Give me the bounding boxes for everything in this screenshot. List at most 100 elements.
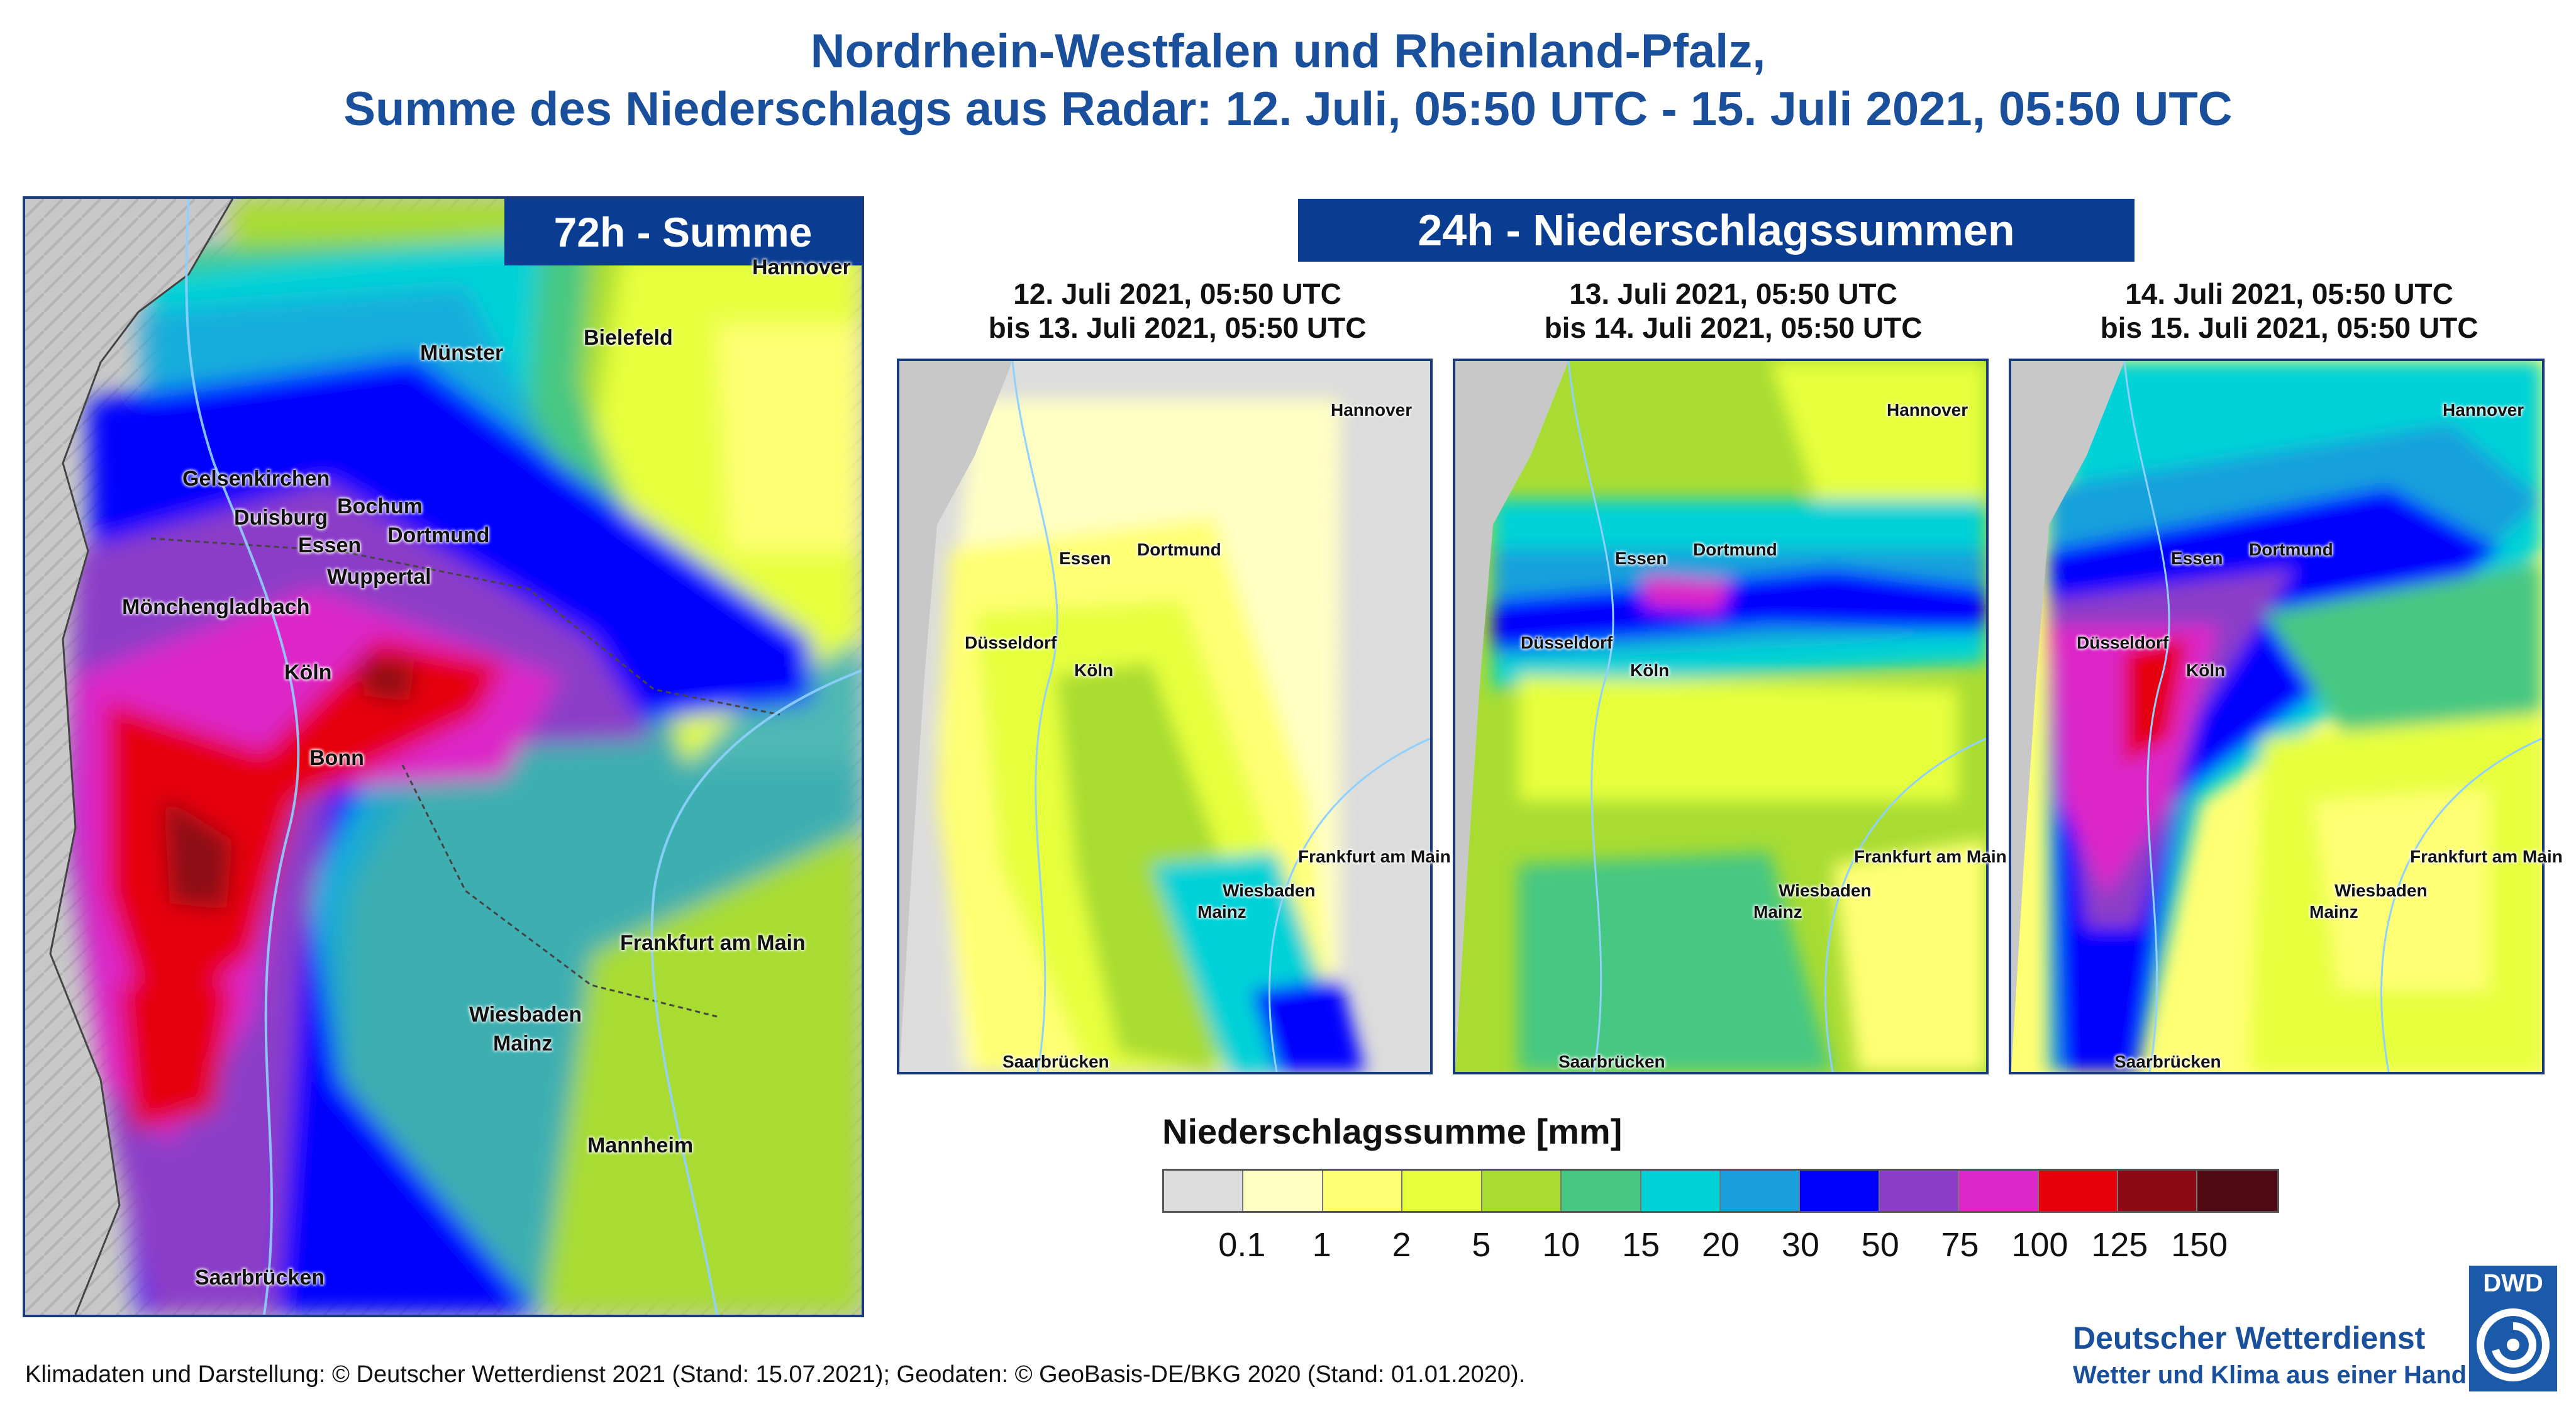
panel-3-city-saarbr-cken: Saarbrücken [2114,1052,2221,1071]
daily-map-1 [897,359,1433,1074]
daily-map-2-graphic [1455,361,1986,1072]
main-precipitation-map: 72h - Summe [23,196,864,1317]
legend-tick-2: 1 [1312,1226,1331,1264]
panel-1-city-dortmund: Dortmund [1137,540,1221,559]
city-label-duisburg: Duisburg [234,506,328,530]
panel-1-city-k-ln: Köln [1074,661,1114,680]
dwd-name: Deutscher Wetterdienst [2073,1320,2426,1356]
city-label-dortmund: Dortmund [387,523,490,547]
legend-tick-9: 50 [1861,1226,1899,1264]
legend-swatch-8 [1720,1171,1801,1211]
legend-tick-11: 100 [2011,1226,2068,1264]
panel-1-caption: 12. Juli 2021, 05:50 UTC bis 13. Juli 20… [894,277,1460,345]
panel-2-city-wiesbaden: Wiesbaden [1779,881,1872,900]
legend-color-bar [1162,1169,2279,1213]
daily-map-1-graphic [899,361,1430,1072]
panel-2-caption-line1: 13. Juli 2021, 05:50 UTC [1569,277,1897,310]
daily-heading: 24h - Niederschlagssummen [1298,199,2135,262]
dwd-swirl-icon [2477,1308,2550,1381]
legend-swatch-11 [1959,1171,2039,1211]
panel-2-city-frankfurt-am-main: Frankfurt am Main [1854,847,2007,866]
panel-2-city-dortmund: Dortmund [1693,540,1777,559]
legend-tick-5: 10 [1542,1226,1580,1264]
city-label-frankfurt-am-main: Frankfurt am Main [620,931,806,955]
legend-swatch-7 [1641,1171,1721,1211]
city-label-m-nchengladbach: Mönchengladbach [122,595,310,619]
panel-3-city-k-ln: Köln [2186,661,2226,680]
legend-tick-3: 2 [1392,1226,1411,1264]
panel-1-city-mainz: Mainz [1197,902,1246,922]
city-label-bielefeld: Bielefeld [584,326,673,350]
daily-map-3-graphic [2011,361,2542,1072]
city-label-wuppertal: Wuppertal [327,565,431,589]
main-map-heading: 72h - Summe [504,199,862,265]
panel-1-city-hannover: Hannover [1331,400,1413,420]
legend-swatch-2 [1243,1171,1323,1211]
legend-tick-10: 75 [1941,1226,1979,1264]
legend-tick-13: 150 [2171,1226,2228,1264]
city-label-m-nster: Münster [420,341,504,365]
legend-swatch-10 [1879,1171,1960,1211]
dwd-logo: DWD [2469,1266,2557,1391]
panel-2-caption: 13. Juli 2021, 05:50 UTC bis 14. Juli 20… [1450,277,2016,345]
panel-3-city-frankfurt-am-main: Frankfurt am Main [2410,847,2563,866]
panel-2-city-essen: Essen [1615,549,1667,568]
panel-3-city-dortmund: Dortmund [2249,540,2333,559]
legend-swatch-13 [2118,1171,2198,1211]
city-label-bonn: Bonn [309,746,364,770]
panel-2-city-d-sseldorf: Düsseldorf [1521,633,1613,652]
legend-swatch-5 [1482,1171,1562,1211]
panel-2-city-hannover: Hannover [1887,400,1968,420]
panel-3-city-wiesbaden: Wiesbaden [2334,881,2428,900]
city-label-bochum: Bochum [337,494,423,518]
legend-swatch-14 [2197,1171,2277,1211]
legend-swatch-6 [1562,1171,1641,1211]
legend-swatch-12 [2038,1171,2119,1211]
dwd-slogan: Wetter und Klima aus einer Hand [2073,1361,2467,1389]
city-label-essen: Essen [298,533,362,557]
legend-tick-6: 15 [1622,1226,1660,1264]
panel-3-city-mainz: Mainz [2309,902,2358,922]
legend-swatch-1 [1164,1171,1244,1211]
panel-3-city-essen: Essen [2171,549,2223,568]
panel-3-caption-line2: bis 15. Juli 2021, 05:50 UTC [2100,311,2479,344]
panel-3-caption-line1: 14. Juli 2021, 05:50 UTC [2125,277,2453,310]
legend-tick-4: 5 [1472,1226,1491,1264]
panel-3-caption: 14. Juli 2021, 05:50 UTC bis 15. Juli 20… [2006,277,2572,345]
city-label-mainz: Mainz [493,1032,553,1056]
panel-1-caption-line2: bis 13. Juli 2021, 05:50 UTC [988,311,1367,344]
panel-1-city-essen: Essen [1059,549,1111,568]
title-line-1: Nordrhein-Westfalen und Rheinland-Pfalz, [810,25,1766,78]
main-map-graphic [25,199,862,1315]
panel-2-city-saarbr-cken: Saarbrücken [1558,1052,1665,1071]
daily-map-3 [2009,359,2545,1074]
panel-1-city-saarbr-cken: Saarbrücken [1002,1052,1109,1071]
legend-tick-1: 0.1 [1218,1226,1266,1264]
legend-swatch-9 [1800,1171,1880,1211]
panel-1-city-wiesbaden: Wiesbaden [1223,881,1316,900]
panel-2-city-k-ln: Köln [1630,661,1670,680]
panel-3-city-hannover: Hannover [2443,400,2524,420]
city-label-hannover: Hannover [752,255,851,279]
legend-swatch-4 [1402,1171,1482,1211]
legend-tick-7: 20 [1701,1226,1740,1264]
panel-2-caption-line2: bis 14. Juli 2021, 05:50 UTC [1544,311,1923,344]
dwd-logo-text: DWD [2483,1269,2543,1297]
panel-2-city-mainz: Mainz [1753,902,1802,922]
title-line-2: Summe des Niederschlags aus Radar: 12. J… [343,82,2233,136]
city-label-k-ln: Köln [284,661,332,684]
city-label-gelsenkirchen: Gelsenkirchen [182,467,330,491]
legend-tick-12: 125 [2091,1226,2148,1264]
panel-1-caption-line1: 12. Juli 2021, 05:50 UTC [1013,277,1341,310]
legend-tick-8: 30 [1781,1226,1819,1264]
city-label-mannheim: Mannheim [587,1134,694,1157]
city-label-saarbr-cken: Saarbrücken [195,1266,325,1290]
daily-map-2 [1453,359,1989,1074]
panel-1-city-frankfurt-am-main: Frankfurt am Main [1298,847,1451,866]
panel-3-city-d-sseldorf: Düsseldorf [2077,633,2169,652]
city-label-wiesbaden: Wiesbaden [469,1003,582,1027]
panel-1-city-d-sseldorf: Düsseldorf [965,633,1057,652]
footer-credits: Klimadaten und Darstellung: © Deutscher … [25,1361,1526,1388]
legend-title: Niederschlagssumme [mm] [1162,1112,1623,1151]
legend-swatch-3 [1323,1171,1403,1211]
